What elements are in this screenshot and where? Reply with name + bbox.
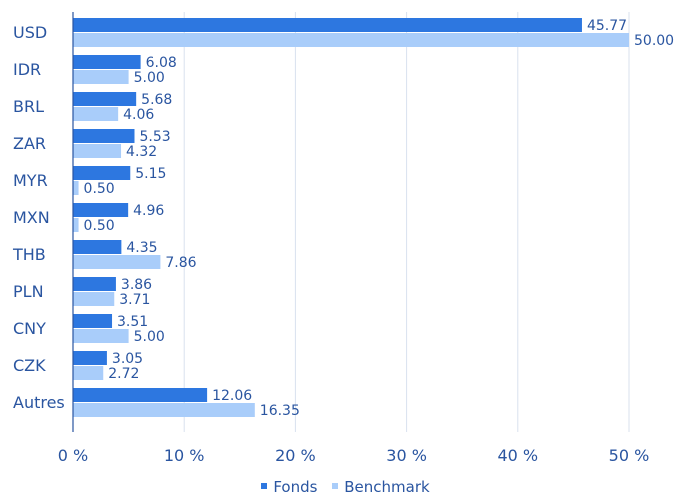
data-label-benchmark-zar: 4.32 (126, 144, 157, 160)
data-label-fonds-autres: 12.06 (212, 388, 252, 404)
x-tick-label-10: 10 % (164, 446, 205, 465)
data-label-benchmark-myr: 0.50 (84, 181, 115, 197)
bar-benchmark-pln (73, 292, 115, 306)
category-label-cny: CNY (13, 319, 46, 338)
legend-label-fonds: Fonds (273, 478, 318, 496)
category-label-zar: ZAR (13, 134, 46, 153)
x-axis-tick-labels: 0 % 10 % 20 % 30 % 40 % 50 % (58, 446, 650, 465)
data-label-fonds-mxn: 4.96 (133, 203, 164, 219)
bar-benchmark-zar (73, 144, 122, 158)
bar-fonds-usd (73, 18, 582, 32)
data-label-fonds-cny: 3.51 (117, 314, 148, 330)
data-label-fonds-usd: 45.77 (587, 18, 627, 34)
data-label-fonds-idr: 6.08 (146, 55, 177, 71)
bar-benchmark-myr (73, 181, 79, 195)
category-label-pln: PLN (13, 282, 44, 301)
category-label-mxn: MXN (13, 208, 50, 227)
x-tick-label-40: 40 % (497, 446, 538, 465)
category-label-myr: MYR (13, 171, 48, 190)
bar-fonds-zar (73, 129, 135, 143)
value-labels: 45.7750.006.085.005.684.065.534.325.150.… (84, 18, 675, 419)
bar-fonds-pln (73, 277, 116, 291)
data-label-fonds-thb: 4.35 (126, 240, 157, 256)
bar-fonds-czk (73, 351, 107, 365)
data-label-benchmark-usd: 50.00 (634, 33, 674, 49)
data-label-fonds-pln: 3.86 (121, 277, 152, 293)
bar-benchmark-cny (73, 329, 129, 343)
data-label-benchmark-autres: 16.35 (260, 403, 300, 419)
data-label-fonds-myr: 5.15 (135, 166, 166, 182)
category-label-czk: CZK (13, 356, 46, 375)
legend-item-fonds: Fonds (261, 478, 317, 496)
category-label-brl: BRL (13, 97, 44, 116)
data-label-benchmark-thb: 7.86 (165, 255, 196, 271)
bar-benchmark-mxn (73, 218, 79, 232)
x-tick-label-30: 30 % (386, 446, 427, 465)
bar-fonds-autres (73, 388, 208, 402)
x-tick-label-20: 20 % (275, 446, 316, 465)
bar-benchmark-autres (73, 403, 255, 417)
x-tick-label-0: 0 % (58, 446, 88, 465)
bar-benchmark-thb (73, 255, 161, 269)
category-label-usd: USD (13, 23, 47, 42)
legend-swatch-benchmark (332, 483, 339, 489)
legend: Fonds Benchmark (0, 478, 691, 496)
x-tick-label-50: 50 % (609, 446, 650, 465)
grid-lines (183, 12, 630, 432)
bar-benchmark-usd (73, 33, 629, 47)
bar-fonds-myr (73, 166, 131, 180)
legend-swatch-fonds (261, 483, 268, 489)
data-label-fonds-czk: 3.05 (112, 351, 143, 367)
legend-label-benchmark: Benchmark (344, 478, 430, 496)
bar-fonds-idr (73, 55, 141, 69)
data-label-benchmark-cny: 5.00 (134, 329, 165, 345)
bar-benchmark-idr (73, 70, 129, 84)
category-label-idr: IDR (13, 60, 41, 79)
currency-bar-chart: 45.7750.006.085.005.684.065.534.325.150.… (12, 12, 675, 465)
data-label-fonds-zar: 5.53 (139, 129, 170, 145)
category-label-thb: THB (12, 245, 46, 264)
legend-item-benchmark: Benchmark (332, 478, 430, 496)
bar-benchmark-brl (73, 107, 119, 121)
bar-fonds-brl (73, 92, 137, 106)
bar-benchmark-czk (73, 366, 104, 380)
data-label-benchmark-czk: 2.72 (108, 366, 139, 382)
data-label-benchmark-pln: 3.71 (119, 292, 150, 308)
bar-fonds-cny (73, 314, 113, 328)
bars (73, 18, 629, 417)
category-labels: USD IDR BRL ZAR MYR MXN THB PLN CNY CZK Autres (12, 23, 65, 412)
data-label-benchmark-mxn: 0.50 (84, 218, 115, 234)
data-label-benchmark-idr: 5.00 (134, 70, 165, 86)
data-label-benchmark-brl: 4.06 (123, 107, 154, 123)
data-label-fonds-brl: 5.68 (141, 92, 172, 108)
category-label-autres: Autres (13, 393, 65, 412)
bar-fonds-mxn (73, 203, 129, 217)
bar-fonds-thb (73, 240, 122, 254)
